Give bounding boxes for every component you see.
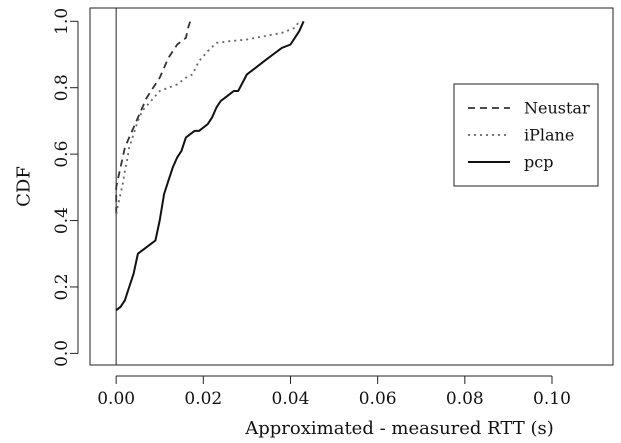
y-tick-label: 0.4	[52, 207, 72, 234]
axes-layer: 0.00 0.02 0.04 0.06 0.08 0.10 Approximated - m…	[14, 7, 614, 439]
x-tick-label: 0.02	[184, 389, 222, 409]
legend-label-pcp: pcp	[524, 153, 553, 172]
legend-label-neustar: Neustar	[524, 99, 590, 118]
x-tick-label: 0.10	[533, 389, 571, 409]
x-tick-label: 0.00	[97, 389, 135, 409]
series-line-pcp	[115, 20, 305, 311]
y-axis-title: CDF	[14, 166, 35, 207]
legend-label-iplane: iPlane	[524, 126, 574, 145]
y-tick-label: 0.2	[52, 273, 72, 300]
series-line-iplane	[115, 20, 300, 215]
x-tick-label: 0.08	[446, 389, 484, 409]
y-tick-label: 0.8	[52, 74, 72, 101]
x-axis-title: Approximated - measured RTT (s)	[244, 418, 554, 439]
legend: Neustar iPlane pcp	[453, 83, 599, 187]
x-tick-label: 0.04	[272, 389, 310, 409]
series-line-neustar	[115, 21, 192, 214]
plot-layer	[115, 8, 305, 365]
legend-box	[453, 83, 599, 187]
y-tick-label: 0.6	[52, 141, 72, 168]
y-tick-label: 1.0	[52, 8, 72, 35]
plot-frame	[89, 7, 614, 366]
x-tick-label: 0.06	[359, 389, 397, 409]
y-tick-label: 0.0	[52, 340, 72, 367]
